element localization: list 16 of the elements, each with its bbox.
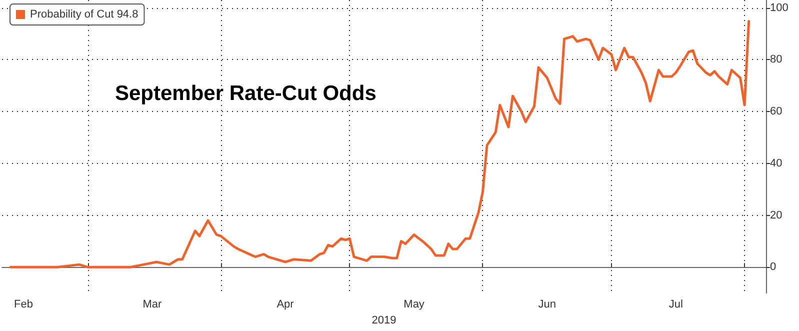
x-tick-label: Feb	[14, 298, 33, 311]
y-tick-label: 40	[770, 157, 782, 170]
x-tick-label: Jun	[538, 298, 556, 311]
y-tick-label: 20	[770, 209, 782, 222]
text: September Rate-Cut Odds	[115, 82, 376, 105]
x-tick-label: Apr	[276, 298, 294, 311]
x-axis-title: 2019	[372, 314, 396, 326]
y-tick-label: 100	[770, 2, 788, 14]
y-tick-label: 60	[770, 106, 782, 118]
y-tick-label: 0	[770, 261, 776, 274]
x-tick-label: Jul	[668, 298, 683, 311]
line-series	[9, 20, 750, 268]
x-tick-label: May	[404, 298, 425, 311]
legend-label: Probability of Cut 94.8	[30, 8, 138, 20]
x-tick-label: Mar	[142, 298, 162, 311]
y-tick-label: 80	[770, 54, 782, 66]
